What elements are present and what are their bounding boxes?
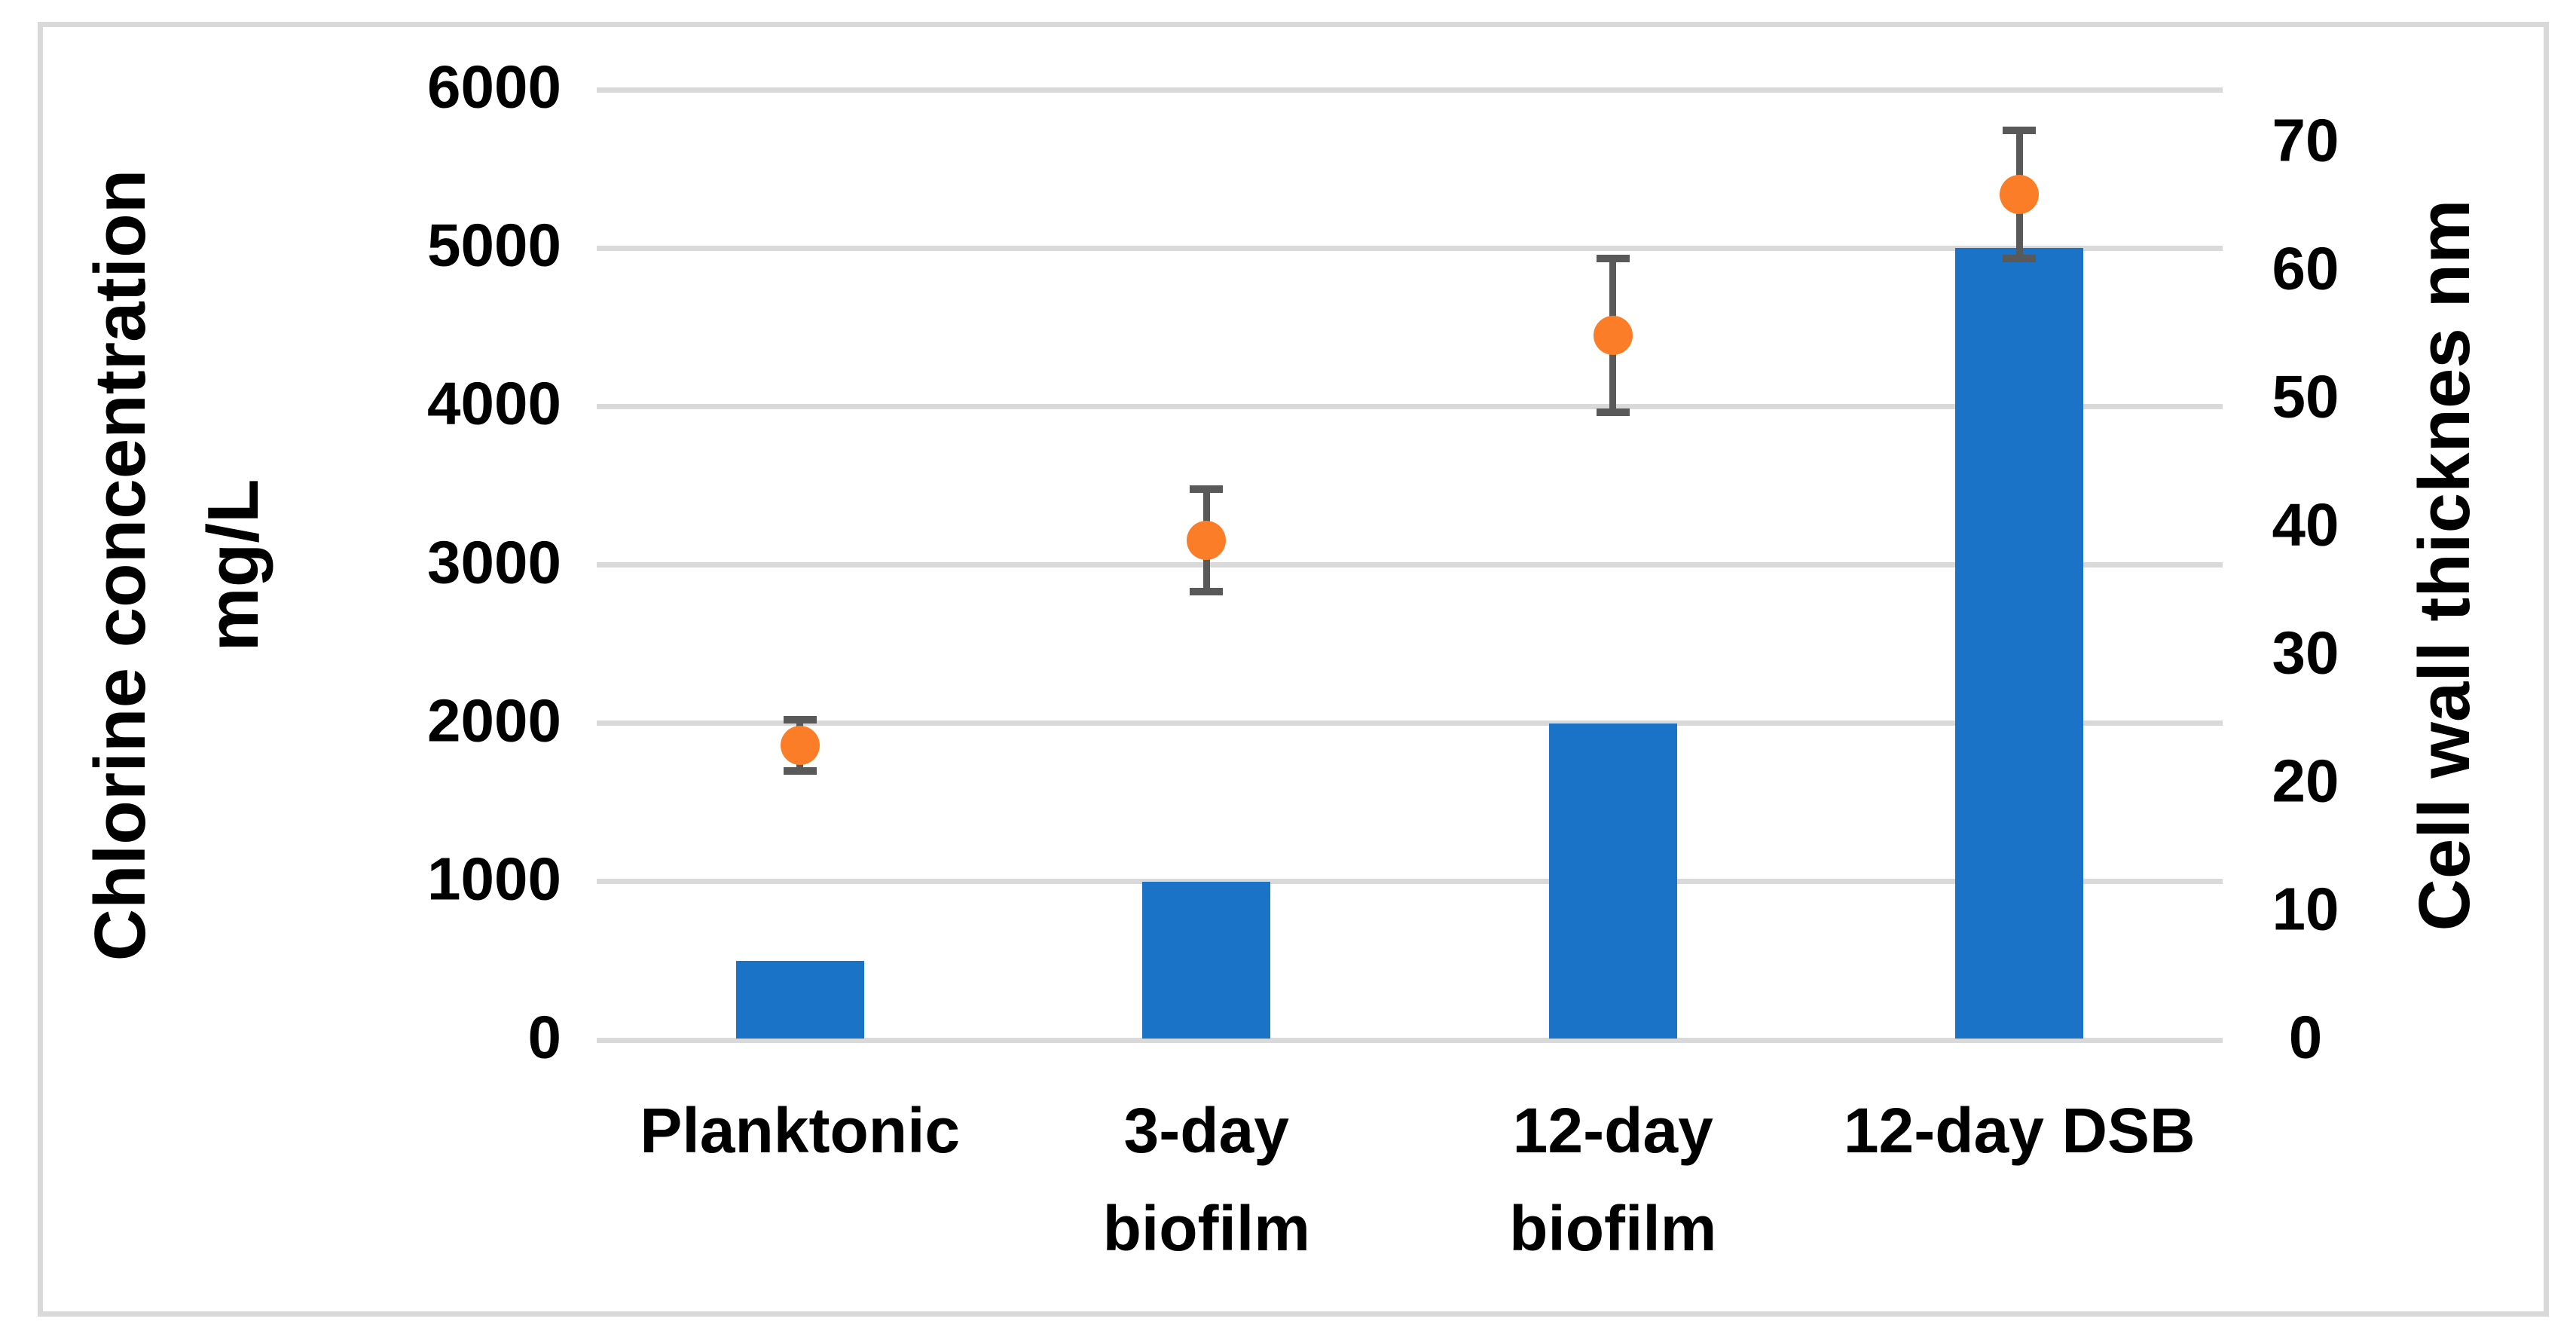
scatter-point-12-day-biofilm [1593,316,1633,355]
right-axis-tick-10: 10 [2272,875,2339,943]
right-axis-title: Cell wall thicknes nm [2404,199,2485,932]
gridline-0 [597,1037,2223,1043]
category-label-2-line-0: 12-day [1512,1095,1713,1166]
gridline-6000 [597,87,2223,93]
error-bar-cap-top-12-day-dsb [2003,127,2037,134]
left-axis-tick-0: 0 [527,1003,562,1071]
category-label-2-line-1: biofilm [1509,1193,1717,1264]
error-bar-cap-top-3-day-biofilm [1190,485,1224,493]
right-axis-tick-60: 60 [2272,234,2339,302]
left-axis-title-line1: Chlorine concentration [80,169,160,962]
error-bar-cap-bottom-planktonic [783,767,817,775]
error-bar-cap-top-planktonic [783,716,817,724]
right-axis-tick-50: 50 [2272,363,2339,430]
scatter-point-planktonic [780,726,820,765]
bar-planktonic [735,960,864,1039]
right-axis-tick-30: 30 [2272,619,2339,687]
left-axis-tick-5000: 5000 [427,211,561,279]
gridline-3000 [597,562,2223,567]
error-bar-cap-bottom-12-day-biofilm [1596,408,1630,416]
left-axis-tick-6000: 6000 [427,53,561,121]
left-axis-tick-1000: 1000 [427,845,561,913]
error-bar-cap-top-12-day-biofilm [1596,255,1630,262]
error-bar-cap-bottom-3-day-biofilm [1190,588,1224,595]
scatter-point-3-day-biofilm [1187,521,1227,560]
category-label-3-line-0: 12-day DSB [1843,1095,2196,1166]
category-label-0-line-0: Planktonic [640,1095,961,1166]
category-label-1-line-1: biofilm [1102,1193,1310,1264]
category-label-1-line-0: 3-day [1123,1095,1289,1166]
chart-frame [38,22,2549,1317]
left-axis-tick-3000: 3000 [427,528,561,595]
left-axis-tick-4000: 4000 [427,369,561,437]
left-axis-tick-2000: 2000 [427,686,561,754]
gridline-4000 [597,403,2223,409]
gridline-1000 [597,879,2223,885]
right-axis-tick-40: 40 [2272,491,2339,558]
scatter-point-12-day-dsb [2000,175,2040,214]
gridline-2000 [597,720,2223,727]
error-bar-cap-bottom-12-day-dsb [2003,255,2037,262]
bar-3-day-biofilm [1142,881,1271,1039]
right-axis-tick-0: 0 [2288,1003,2323,1071]
left-axis-title-line2: mg/L [193,479,273,652]
bar-12-day-dsb [1955,248,2084,1039]
right-axis-tick-70: 70 [2272,106,2339,174]
right-axis-tick-20: 20 [2272,747,2339,815]
left-axis-title: Chlorine concentration mg/L [64,170,290,962]
bar-12-day-biofilm [1548,723,1677,1039]
gridline-5000 [597,245,2223,251]
